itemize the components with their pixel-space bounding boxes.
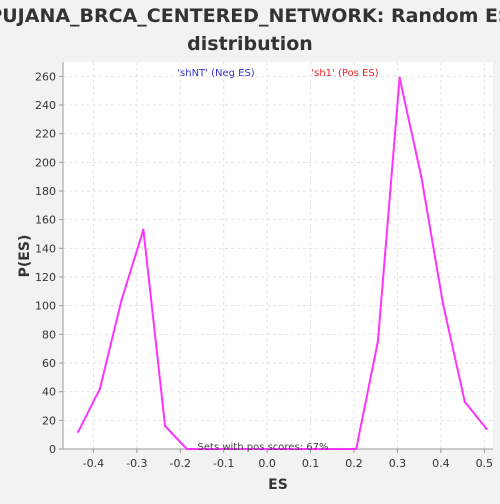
y-tick-label: 220 — [35, 128, 56, 141]
data-point — [485, 428, 487, 430]
pos-scores-footer: Sets with pos scores: 67% — [198, 442, 329, 453]
y-tick-label: 260 — [35, 70, 56, 83]
y-tick-label: 80 — [42, 328, 56, 341]
chart-title-line-2: distribution — [187, 33, 313, 55]
x-tick-label: 0.2 — [345, 457, 363, 470]
y-tick-label: 140 — [35, 242, 56, 255]
x-tick-label: 0.3 — [389, 457, 407, 470]
data-point — [398, 77, 400, 79]
y-tick-label: 160 — [35, 214, 56, 227]
plot-area — [63, 62, 493, 449]
y-tick-label: 40 — [42, 386, 56, 399]
x-tick-label: -0.4 — [83, 457, 104, 470]
y-tick-label: 200 — [35, 156, 56, 169]
neg-es-label: 'shNT' (Neg ES) — [177, 68, 255, 79]
chart-title-line-1: PUJANA_BRCA_CENTERED_NETWORK: Random ES — [0, 5, 500, 27]
data-point — [120, 299, 122, 301]
y-tick-label: 20 — [42, 414, 56, 427]
data-point — [77, 431, 79, 433]
x-tick-label: 0.0 — [258, 457, 276, 470]
y-tick-label: 0 — [49, 443, 56, 456]
data-point — [442, 303, 444, 305]
data-point — [186, 448, 188, 450]
data-point — [142, 229, 144, 231]
data-point — [99, 388, 101, 390]
x-tick-label: 0.1 — [302, 457, 320, 470]
x-tick-label: -0.3 — [126, 457, 147, 470]
data-point — [377, 340, 379, 342]
x-tick-label: -0.1 — [213, 457, 234, 470]
data-point — [420, 175, 422, 177]
data-point — [164, 425, 166, 427]
data-point — [355, 448, 357, 450]
y-tick-label: 120 — [35, 271, 56, 284]
pos-es-label: 'sh1' (Pos ES) — [311, 68, 378, 79]
x-axis-label: ES — [268, 477, 288, 493]
data-point — [464, 401, 466, 403]
x-tick-label: 0.4 — [432, 457, 450, 470]
x-tick-label: 0.5 — [476, 457, 494, 470]
x-tick-label: -0.2 — [170, 457, 191, 470]
y-tick-label: 240 — [35, 99, 56, 112]
y-tick-label: 60 — [42, 357, 56, 370]
y-tick-label: 180 — [35, 185, 56, 198]
y-axis-label: P(ES) — [17, 235, 33, 278]
y-tick-label: 100 — [35, 300, 56, 313]
data-point — [338, 448, 340, 450]
